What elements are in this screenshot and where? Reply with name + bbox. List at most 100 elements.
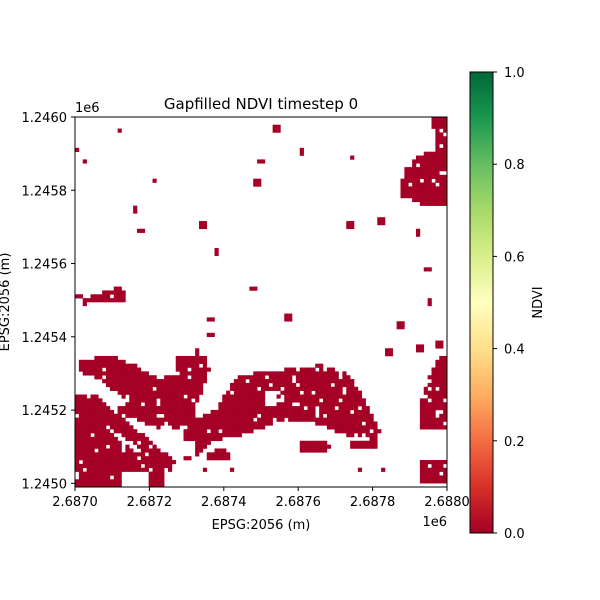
ndvi-pixel <box>102 359 107 364</box>
ndvi-pixel <box>187 359 192 364</box>
ndvi-pixel <box>106 448 111 453</box>
ndvi-pixel <box>78 436 84 442</box>
ndvi-pixel <box>419 194 425 199</box>
ndvi-pixel <box>164 386 169 391</box>
ndvi-pixel <box>117 367 122 372</box>
ndvi-pixel <box>113 460 118 465</box>
ndvi-pixel <box>419 155 425 160</box>
ndvi-pixel <box>183 379 188 384</box>
ndvi-pixel <box>183 375 188 380</box>
ndvi-pixel <box>129 363 134 368</box>
ndvi-pixel <box>214 421 219 426</box>
ndvi-pixel <box>315 448 320 453</box>
ndvi-pixel <box>311 440 316 445</box>
ndvi-pixel <box>249 375 254 380</box>
ndvi-pixel <box>416 155 421 160</box>
ndvi-pixel <box>90 456 95 461</box>
ndvi-pixel <box>439 174 444 179</box>
ndvi-pixel <box>160 479 165 484</box>
ndvi-pixel <box>175 359 180 364</box>
ndvi-pixel <box>431 382 436 388</box>
ndvi-pixel <box>98 398 103 403</box>
ndvi-pixel <box>98 371 103 376</box>
ndvi-pixel <box>218 402 223 407</box>
ndvi-pixel <box>377 429 382 434</box>
ndvi-pixel <box>230 429 235 434</box>
ndvi-pixel <box>133 375 138 380</box>
ndvi-pixel <box>350 394 355 399</box>
ndvi-pixel <box>357 413 363 418</box>
ndvi-pixel <box>230 413 235 418</box>
ndvi-pixel <box>168 460 173 465</box>
ndvi-pixel <box>249 382 254 388</box>
ndvi-pixel <box>78 425 84 430</box>
ndvi-pixel <box>419 190 425 195</box>
ndvi-pixel <box>187 409 192 415</box>
ndvi-pixel <box>237 390 242 395</box>
ndvi-pixel <box>315 398 320 403</box>
ndvi-pixel <box>346 379 351 384</box>
ndvi-pixel <box>125 409 130 415</box>
ndvi-pixel <box>102 294 107 299</box>
ndvi-pixel <box>264 417 270 422</box>
ndvi-pixel <box>168 417 173 422</box>
ndvi-pixel <box>75 483 80 488</box>
ndvi-pixel <box>125 433 130 438</box>
ndvi-pixel <box>129 413 134 418</box>
ndvi-pixel <box>102 425 107 430</box>
ndvi-pixel <box>423 159 428 164</box>
ndvi-pixel <box>299 398 304 403</box>
ndvi-pixel <box>423 463 428 469</box>
ndvi-pixel <box>326 398 332 403</box>
ndvi-pixel <box>439 375 444 380</box>
ndvi-pixel <box>319 406 324 411</box>
ndvi-pixel <box>307 382 312 388</box>
ndvi-pixel <box>121 463 126 469</box>
ndvi-pixel <box>109 467 115 472</box>
ndvi-pixel <box>276 379 281 384</box>
ndvi-pixel <box>222 409 227 415</box>
ndvi-pixel <box>202 467 208 472</box>
ndvi-pixel <box>299 367 304 372</box>
ndvi-pixel <box>369 440 374 445</box>
ndvi-pixel <box>121 390 126 395</box>
ndvi-pixel <box>241 421 246 426</box>
ndvi-pixel <box>288 371 293 376</box>
ndvi-pixel <box>412 167 417 172</box>
ndvi-pixel <box>416 167 421 172</box>
ndvi-pixel <box>117 463 122 469</box>
ndvi-pixel <box>439 201 444 206</box>
ndvi-pixel <box>288 367 293 372</box>
ndvi-pixel <box>323 448 328 453</box>
ndvi-pixel <box>307 417 312 422</box>
ndvi-pixel <box>326 406 332 411</box>
ndvi-pixel <box>75 460 80 465</box>
ndvi-pixel <box>346 402 351 407</box>
ndvi-pixel <box>152 382 157 388</box>
ndvi-pixel <box>257 375 262 380</box>
ndvi-pixel <box>435 120 440 126</box>
ndvi-pixel <box>160 390 165 395</box>
ndvi-pixel <box>78 483 84 488</box>
ndvi-pixel <box>125 386 130 391</box>
ndvi-pixel <box>102 456 107 461</box>
ndvi-pixel <box>195 433 200 438</box>
ndvi-pixel <box>237 417 242 422</box>
ndvi-pixel <box>431 201 436 206</box>
ndvi-pixel <box>334 375 339 380</box>
ndvi-pixel <box>431 463 436 469</box>
ndvi-pixel <box>435 479 440 484</box>
ndvi-pixel <box>416 232 421 237</box>
ndvi-pixel <box>86 413 91 418</box>
ndvi-pixel <box>330 371 335 376</box>
ndvi-pixel <box>148 463 153 469</box>
ndvi-pixel <box>303 417 308 422</box>
ndvi-pixel <box>94 398 99 403</box>
ndvi-pixel <box>148 421 153 426</box>
ndvi-pixel <box>261 421 266 426</box>
ndvi-pixel <box>187 456 192 461</box>
y-tick-label: 1.2460 <box>22 111 68 126</box>
ndvi-pixel <box>350 406 355 411</box>
ndvi-pixel <box>435 371 440 376</box>
ndvi-pixel <box>350 402 355 407</box>
